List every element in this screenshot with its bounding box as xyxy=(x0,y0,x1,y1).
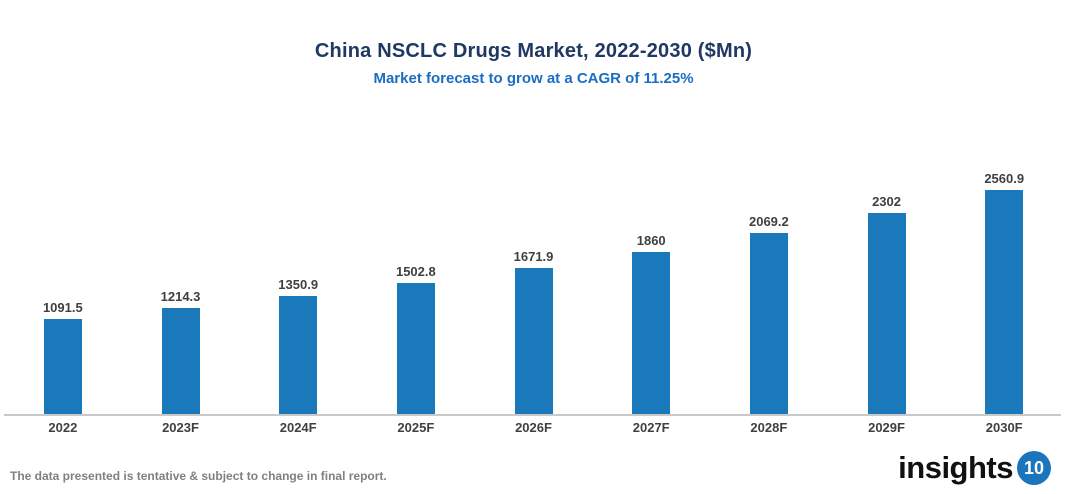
logo-badge-icon: 10 xyxy=(1017,451,1051,485)
bar-group: 1860 xyxy=(592,233,710,415)
x-axis-tick-label: 2024F xyxy=(279,420,317,435)
bar xyxy=(279,296,318,415)
bar-group: 1214.3 xyxy=(122,289,240,415)
bar-value-label: 2069.2 xyxy=(748,214,789,229)
chart-title: China NSCLC Drugs Market, 2022-2030 ($Mn… xyxy=(314,40,753,62)
plot-area: 1091.5 1214.3 1350.9 1502.8 1671.9 1860 2069.2… xyxy=(4,170,1063,415)
x-axis-tick-label: 2029F xyxy=(868,420,905,435)
bar-value-label: 1860 xyxy=(636,233,666,248)
bar-chart: 1091.5 1214.3 1350.9 1502.8 1671.9 1860 2069.2… xyxy=(4,170,1063,415)
bar xyxy=(867,213,906,415)
bar-group: 2069.2 xyxy=(710,214,828,415)
bar-value-label: 2560.9 xyxy=(984,171,1025,186)
bar xyxy=(985,190,1024,415)
bar-group: 1671.9 xyxy=(475,249,593,415)
bar-value-label: 1091.5 xyxy=(42,300,83,315)
bar xyxy=(43,319,82,415)
x-axis-tick-label: 2030F xyxy=(985,420,1023,435)
bar-group: 1091.5 xyxy=(4,300,122,415)
bar-value-label: 1350.9 xyxy=(278,277,319,292)
bar xyxy=(514,268,553,415)
bar-value-label: 2302 xyxy=(872,194,901,209)
x-axis-tick-label: 2025F xyxy=(397,420,435,435)
bar xyxy=(632,252,671,415)
chart-subtitle: Market forecast to grow at a CAGR of 11.… xyxy=(373,70,694,87)
bar-group: 2560.9 xyxy=(945,171,1063,415)
x-axis-tick-label: 2028F xyxy=(750,420,788,435)
bar xyxy=(161,308,200,415)
bar-group: 1502.8 xyxy=(357,264,475,415)
bar xyxy=(396,283,435,415)
bar-value-label: 1214.3 xyxy=(160,289,201,304)
insights10-logo: insights 10 xyxy=(898,450,1051,486)
disclaimer-text: The data presented is tentative & subjec… xyxy=(10,469,387,483)
x-axis-labels: 2022 2023F 2024F 2025F 2026F 2027F 2028F 2029F 2… xyxy=(4,420,1063,435)
x-axis-tick-label: 2027F xyxy=(632,420,670,435)
logo-wordmark: insights xyxy=(898,450,1013,485)
x-axis-tick-label: 2026F xyxy=(515,420,552,435)
bar-value-label: 1502.8 xyxy=(395,264,436,279)
x-axis-tick-label: 2023F xyxy=(162,420,199,435)
bar xyxy=(749,233,788,415)
bar-group: 2302 xyxy=(828,194,946,415)
x-axis-tick-label: 2022 xyxy=(48,420,78,435)
x-axis-line xyxy=(4,414,1061,416)
bar-value-label: 1671.9 xyxy=(513,249,554,264)
bar-group: 1350.9 xyxy=(239,277,357,415)
